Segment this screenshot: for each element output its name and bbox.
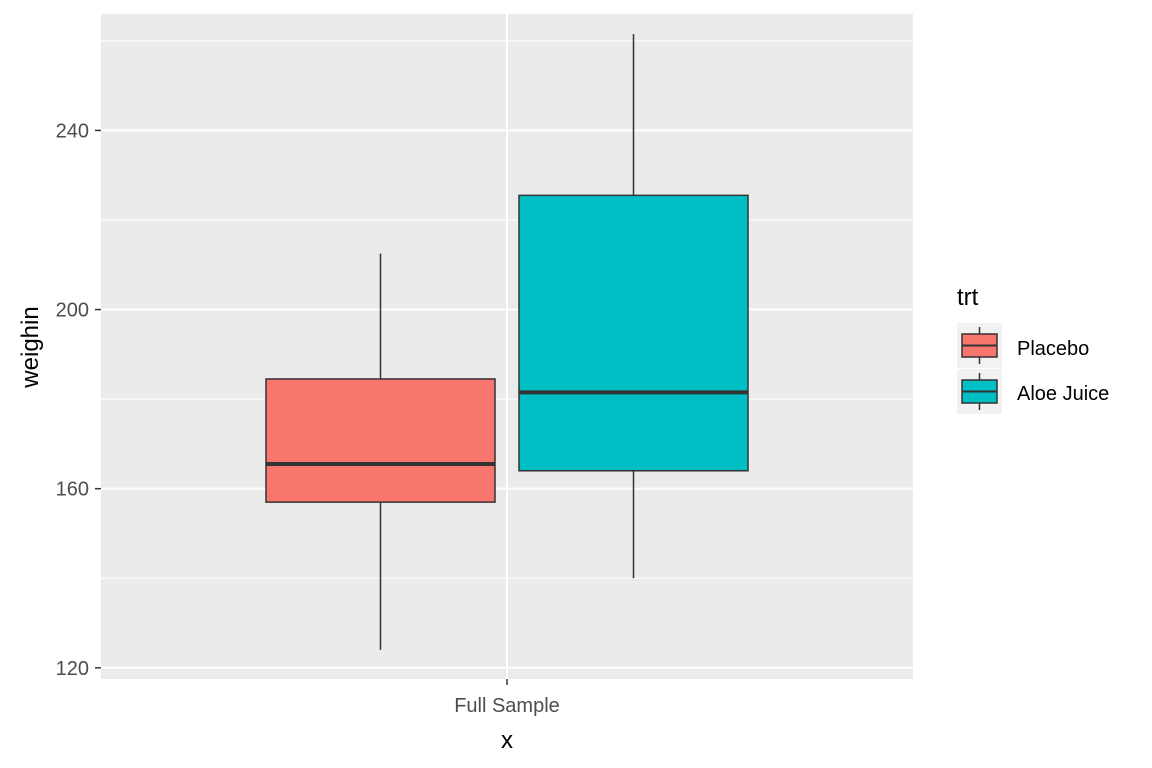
y-axis: 120 160 200 240 xyxy=(56,120,101,680)
legend-title: trt xyxy=(957,284,979,311)
y-tick-label: 240 xyxy=(56,120,89,142)
legend-label-placebo: Placebo xyxy=(1017,338,1089,360)
box-aloe-juice xyxy=(518,34,749,579)
box-placebo xyxy=(265,253,496,650)
x-axis-title: x xyxy=(501,727,513,754)
boxes xyxy=(265,34,749,650)
x-axis: Full Sample xyxy=(454,679,560,717)
x-tick-label: Full Sample xyxy=(454,695,560,717)
legend-entry-placebo: Placebo xyxy=(957,323,1089,368)
y-tick-label: 120 xyxy=(56,658,89,680)
y-tick-label: 200 xyxy=(56,300,89,322)
major-gridlines xyxy=(101,14,913,679)
legend-entry-aloe-juice: Aloe Juice xyxy=(957,369,1109,414)
iqr-box xyxy=(265,378,496,503)
legend-label-aloe-juice: Aloe Juice xyxy=(1017,383,1109,405)
legend: trt Placebo Aloe Juice xyxy=(957,284,1109,414)
iqr-box xyxy=(518,194,749,472)
y-axis-title: weighin xyxy=(17,306,44,388)
y-tick-label: 160 xyxy=(56,479,89,501)
